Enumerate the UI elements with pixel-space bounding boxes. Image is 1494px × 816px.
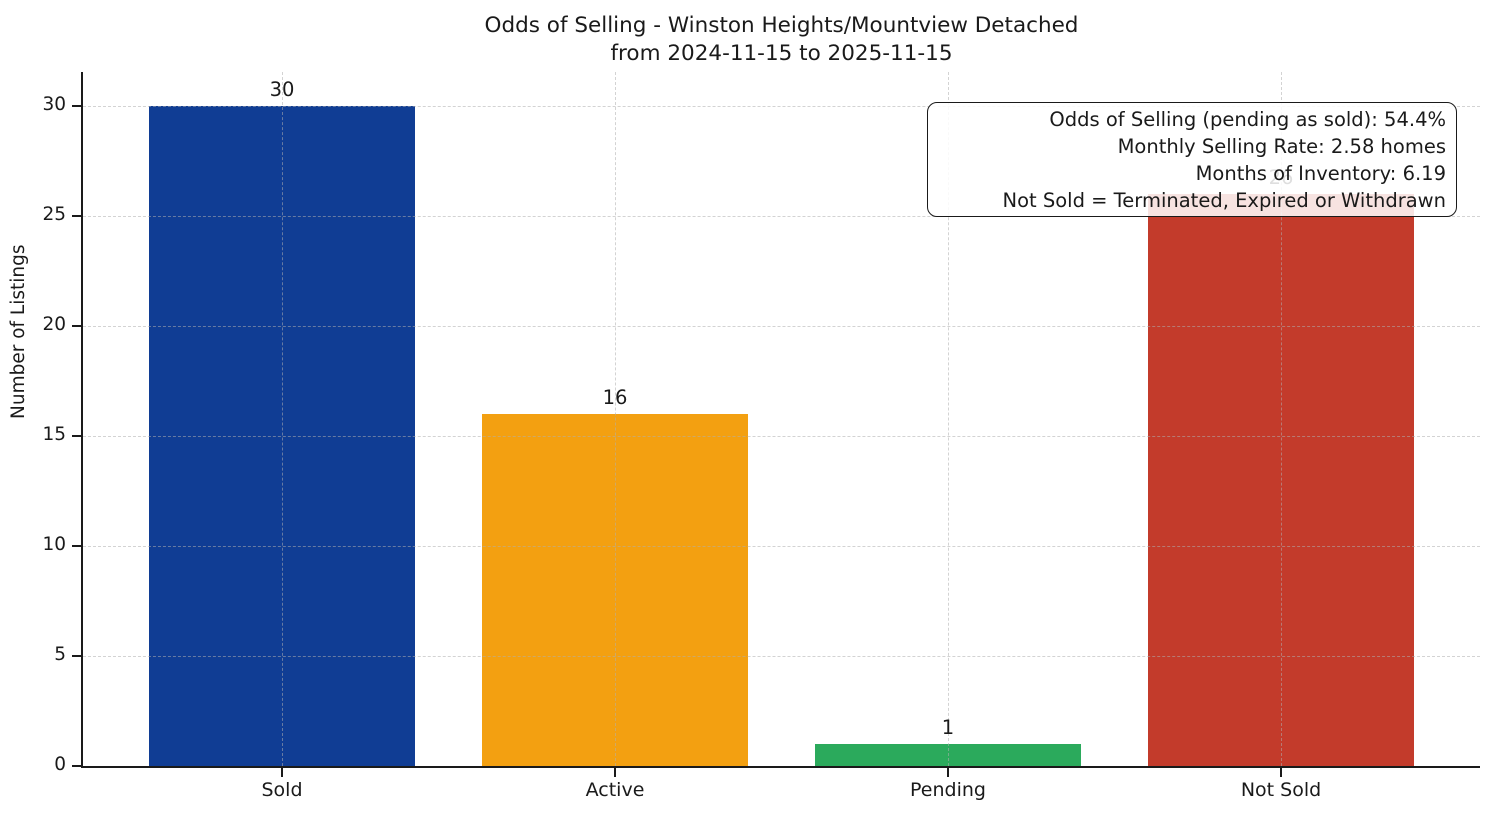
- annotation-monthly-selling-rate: Monthly Selling Rate: 2.58 homes: [1117, 135, 1446, 158]
- x-tick-label-active: Active: [585, 779, 645, 801]
- stats-annotation-box: Odds of Selling (pending as sold): 54.4%…: [927, 102, 1457, 217]
- gridline-x-active: [615, 72, 616, 766]
- y-tick-label-15: 15: [42, 424, 66, 445]
- y-tick-label-0: 0: [54, 754, 66, 775]
- plot-area: 3016126: [83, 72, 1480, 767]
- y-tick-label-30: 30: [42, 94, 66, 115]
- gridline-x-not-sold: [1281, 72, 1282, 766]
- gridline-y-30: [83, 106, 1480, 107]
- y-tick-label-5: 5: [54, 644, 66, 665]
- y-tick-mark-5: [72, 655, 81, 658]
- gridline-x-sold: [282, 72, 283, 766]
- bar-value-label-pending: 1: [941, 716, 955, 739]
- y-tick-mark-25: [72, 215, 81, 218]
- y-tick-mark-10: [72, 545, 81, 548]
- x-axis-spine: [81, 766, 1480, 769]
- y-tick-label-20: 20: [42, 314, 66, 335]
- gridline-y-15: [83, 436, 1480, 437]
- x-tick-label-not-sold: Not Sold: [1240, 779, 1322, 801]
- x-tick-mark-pending: [947, 768, 950, 777]
- chart-title-line1: Odds of Selling - Winston Heights/Mountv…: [484, 13, 1079, 38]
- y-tick-mark-20: [72, 325, 81, 328]
- x-tick-mark-not-sold: [1280, 768, 1283, 777]
- y-tick-label-10: 10: [42, 534, 66, 555]
- x-tick-label-pending: Pending: [910, 779, 986, 801]
- chart-title-line2: from 2024-11-15 to 2025-11-15: [610, 41, 953, 66]
- gridline-y-20: [83, 326, 1480, 327]
- x-tick-mark-active: [614, 768, 617, 777]
- annotation-odds-of-selling: Odds of Selling (pending as sold): 54.4%: [1049, 108, 1446, 131]
- gridline-y-10: [83, 546, 1480, 547]
- annotation-not-sold-definition: Not Sold = Terminated, Expired or Withdr…: [1002, 189, 1446, 212]
- y-tick-mark-0: [72, 765, 81, 768]
- gridline-x-pending: [948, 72, 949, 766]
- bar-value-label-active: 16: [602, 386, 628, 409]
- gridline-y-25: [83, 216, 1480, 217]
- y-tick-mark-15: [72, 435, 81, 438]
- bar-value-label-sold: 30: [269, 78, 295, 101]
- gridline-y-5: [83, 656, 1480, 657]
- chart-title: Odds of Selling - Winston Heights/Mountv…: [83, 12, 1480, 68]
- x-tick-mark-sold: [281, 768, 284, 777]
- y-axis-spine: [81, 72, 84, 766]
- y-tick-label-25: 25: [42, 204, 66, 225]
- x-tick-label-sold: Sold: [261, 779, 303, 801]
- y-tick-mark-30: [72, 105, 81, 108]
- annotation-months-of-inventory: Months of Inventory: 6.19: [1195, 162, 1446, 185]
